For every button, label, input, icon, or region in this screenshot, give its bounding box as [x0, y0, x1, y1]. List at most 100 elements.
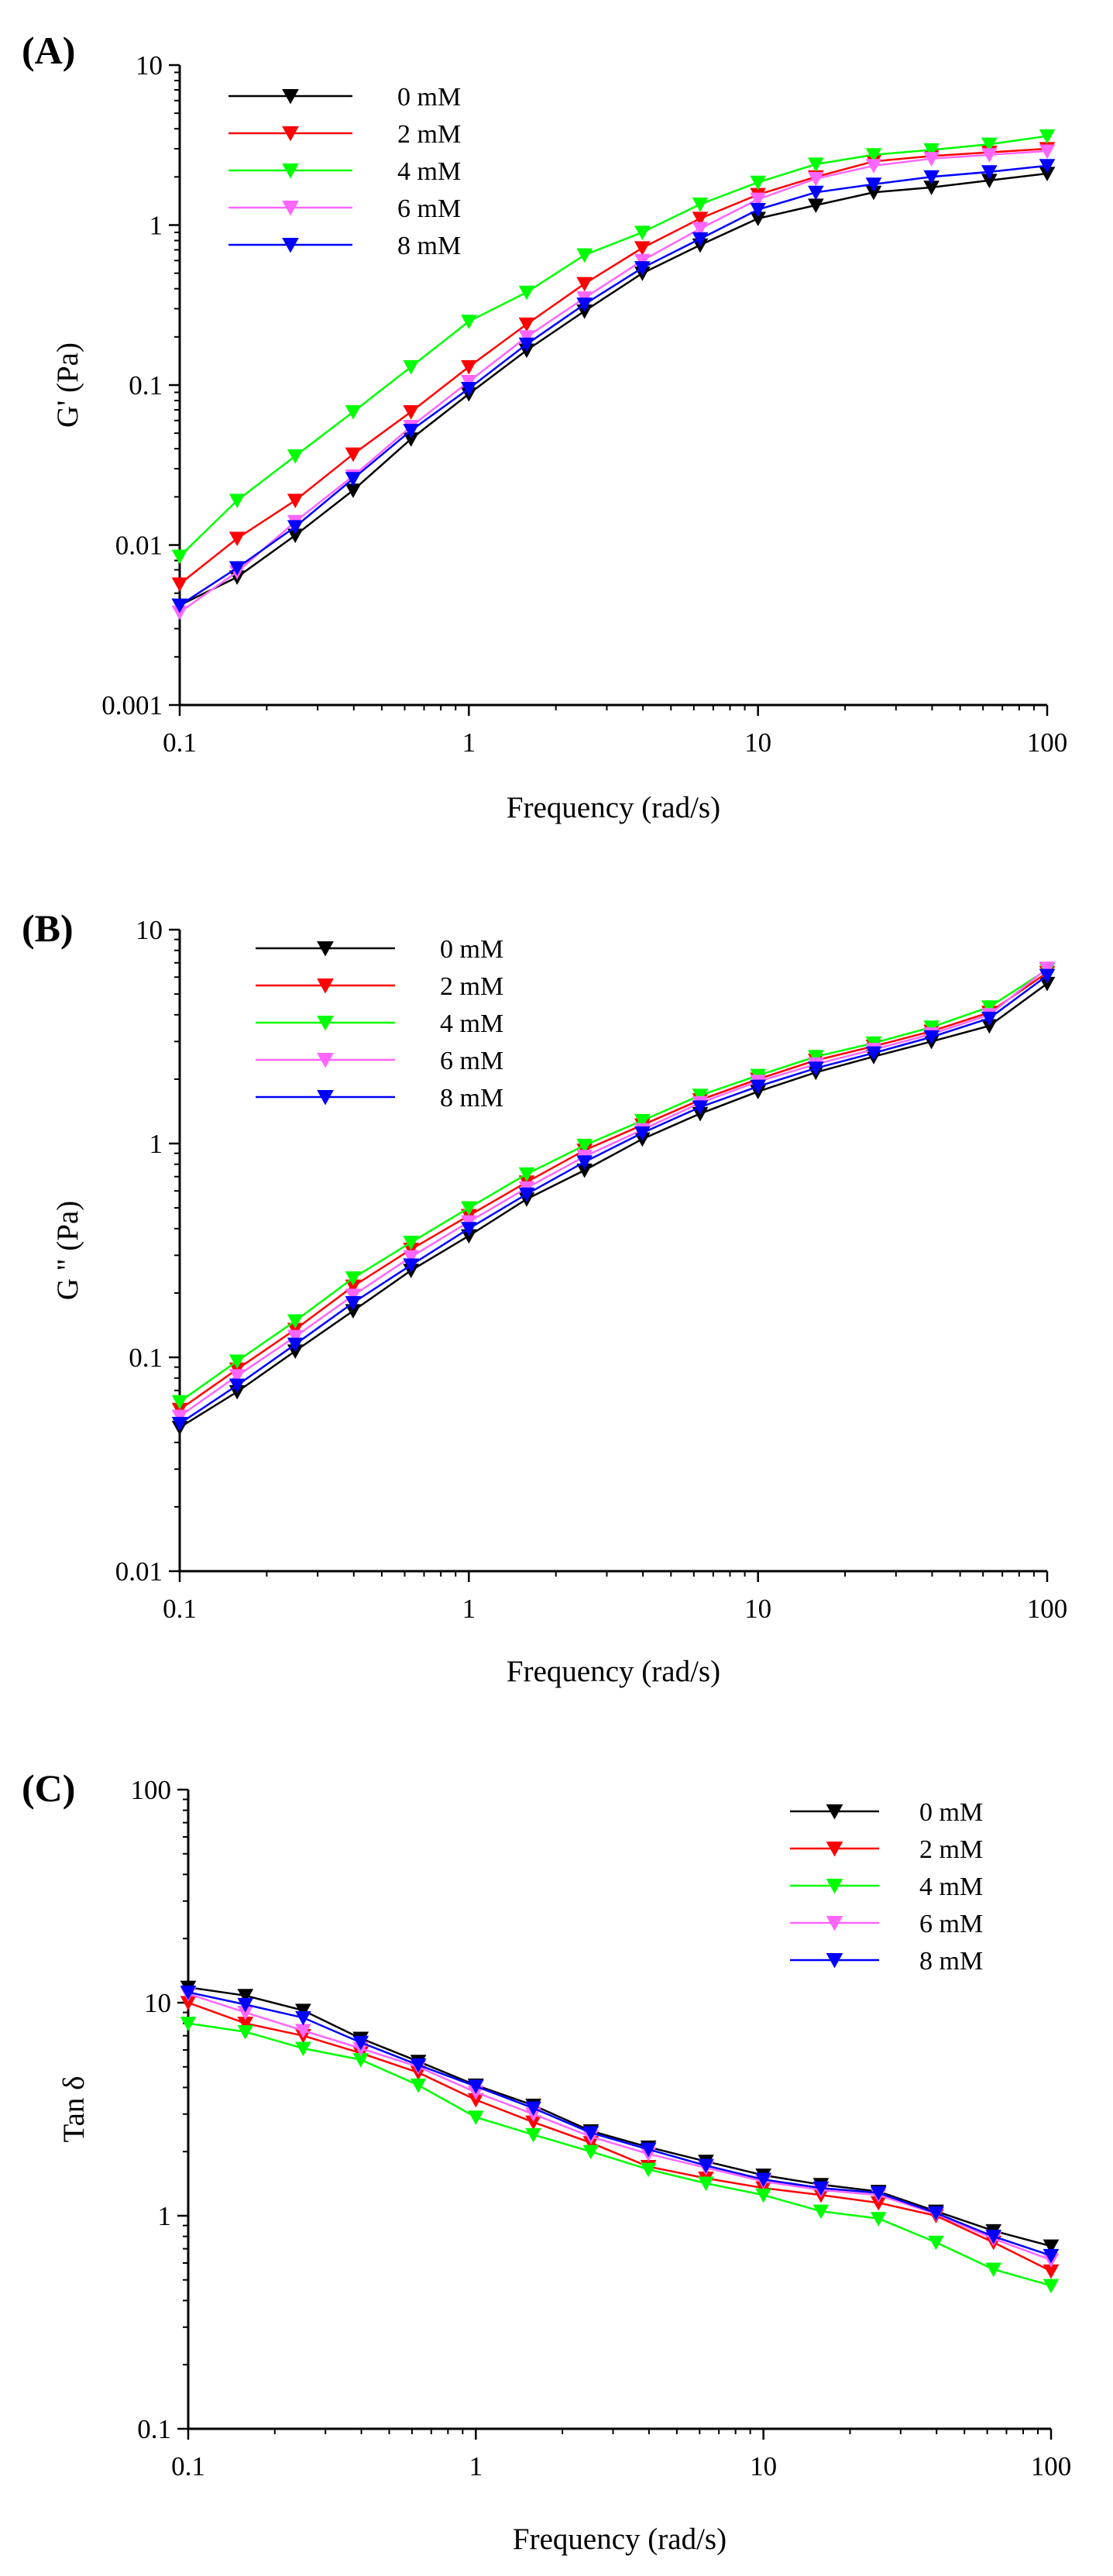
data-point-marker [287, 1329, 304, 1345]
data-point-marker [576, 277, 593, 292]
x-tick-label: 10 [750, 2451, 777, 2481]
data-point-marker [295, 2003, 311, 2019]
panel-a: (A) 0.001 0.01 0.1 1 10 0.1 1 10 100 Frequency (ra… [22, 29, 1067, 824]
legend-marker [282, 163, 299, 179]
y-tick-label: 10 [136, 915, 163, 945]
legend-label: 4 mM [919, 1873, 983, 1901]
y-tick-label: 0.01 [115, 1556, 163, 1587]
data-point-marker [410, 2058, 427, 2073]
data-point-marker [923, 170, 940, 185]
x-axis-title: Frequency (rad/s) [513, 2523, 727, 2556]
data-point-marker [180, 2017, 197, 2031]
data-point-marker [576, 297, 593, 312]
data-point-marker [1039, 159, 1056, 174]
data-point-marker [870, 2186, 887, 2201]
data-point-marker [692, 232, 709, 247]
data-point-marker [1039, 129, 1056, 144]
legend-label: 4 mM [397, 157, 461, 186]
series-line [187, 2001, 1052, 2272]
panel-c: (C) 0.1 1 10 100 0.1 1 10 100 Frequency (rad/s) Ta… [22, 1766, 1071, 2556]
y-tick-label: 0.01 [115, 531, 163, 561]
legend-label: 2 mM [919, 1835, 983, 1864]
series-line [179, 164, 1048, 607]
data-point-marker [807, 157, 824, 173]
y-tick-label: 0.001 [101, 690, 163, 721]
data-point-marker [750, 1079, 767, 1095]
legend-marker [826, 1879, 843, 1894]
data-point-marker [750, 202, 767, 218]
data-point-marker [228, 494, 246, 508]
data-point-marker [171, 549, 188, 565]
data-point-marker [525, 2101, 541, 2117]
y-tick-label: 1 [158, 2201, 172, 2231]
data-point-marker [985, 2230, 1002, 2244]
x-tick-label: 0.1 [163, 727, 197, 758]
data-point-marker [287, 1314, 304, 1329]
data-point-marker [171, 1395, 188, 1410]
legend-marker [282, 126, 299, 142]
legend-label: 0 mM [440, 935, 503, 964]
data-point-marker [228, 1354, 246, 1369]
data-point-marker [640, 2142, 657, 2158]
data-point-marker [928, 2206, 944, 2221]
x-tick-label: 0.1 [163, 1594, 197, 1624]
data-point-marker [171, 598, 188, 614]
data-point-marker [518, 285, 535, 301]
data-point-marker [812, 2181, 830, 2196]
data-point-marker [410, 2078, 427, 2093]
data-point-marker [634, 225, 651, 241]
legend-label: 2 mM [440, 972, 503, 1001]
data-point-marker [1039, 968, 1056, 984]
data-point-marker [1043, 2279, 1060, 2294]
data-point-marker [634, 1126, 651, 1141]
y-tick-label: 0.1 [137, 2414, 171, 2444]
legend-label: 4 mM [440, 1009, 503, 1038]
legend-label: 2 mM [397, 120, 461, 149]
legend-marker [317, 978, 334, 994]
legend-label: 8 mM [397, 232, 461, 260]
data-point-marker [865, 148, 882, 163]
x-tick-label: 1 [462, 1594, 476, 1624]
data-point-marker [237, 1989, 254, 2003]
data-point-marker [755, 2188, 772, 2203]
panel-label: (B) [22, 906, 74, 950]
data-point-marker [518, 1187, 535, 1202]
y-tick-label: 10 [136, 50, 163, 81]
data-point-marker [295, 2041, 311, 2057]
data-point-marker [403, 359, 420, 375]
data-point-marker [582, 2144, 599, 2160]
series-line [179, 135, 1048, 557]
series-line [179, 972, 1048, 1411]
data-point-marker [460, 382, 477, 397]
data-point-marker [171, 1409, 188, 1425]
data-point-marker [287, 520, 304, 535]
data-point-marker [634, 1113, 651, 1129]
data-point-marker [295, 2010, 311, 2026]
x-tick-label: 1 [462, 727, 476, 758]
data-point-marker [981, 137, 998, 153]
data-point-marker [923, 143, 940, 158]
data-point-marker [807, 172, 824, 187]
data-point-marker [582, 2126, 599, 2141]
x-tick-label: 10 [744, 727, 771, 758]
legend-marker [826, 1916, 843, 1931]
data-point-marker [180, 1985, 197, 2000]
data-point-marker [460, 1201, 477, 1216]
data-point-marker [981, 148, 998, 163]
data-point-marker [345, 405, 362, 420]
y-tick-label: 100 [131, 1775, 172, 1805]
data-point-marker [698, 2158, 714, 2174]
data-point-marker [981, 1011, 998, 1027]
data-point-marker [865, 177, 882, 192]
series-line [187, 2022, 1052, 2287]
data-point-marker [807, 1061, 824, 1076]
legend-marker [826, 1804, 843, 1820]
data-point-marker [634, 253, 651, 269]
legend-marker [282, 238, 299, 253]
legend-label: 8 mM [440, 1084, 503, 1113]
data-point-marker [981, 1000, 998, 1015]
series-line [179, 975, 1048, 1425]
data-point-marker [403, 1250, 420, 1265]
y-tick-label: 1 [149, 211, 163, 241]
